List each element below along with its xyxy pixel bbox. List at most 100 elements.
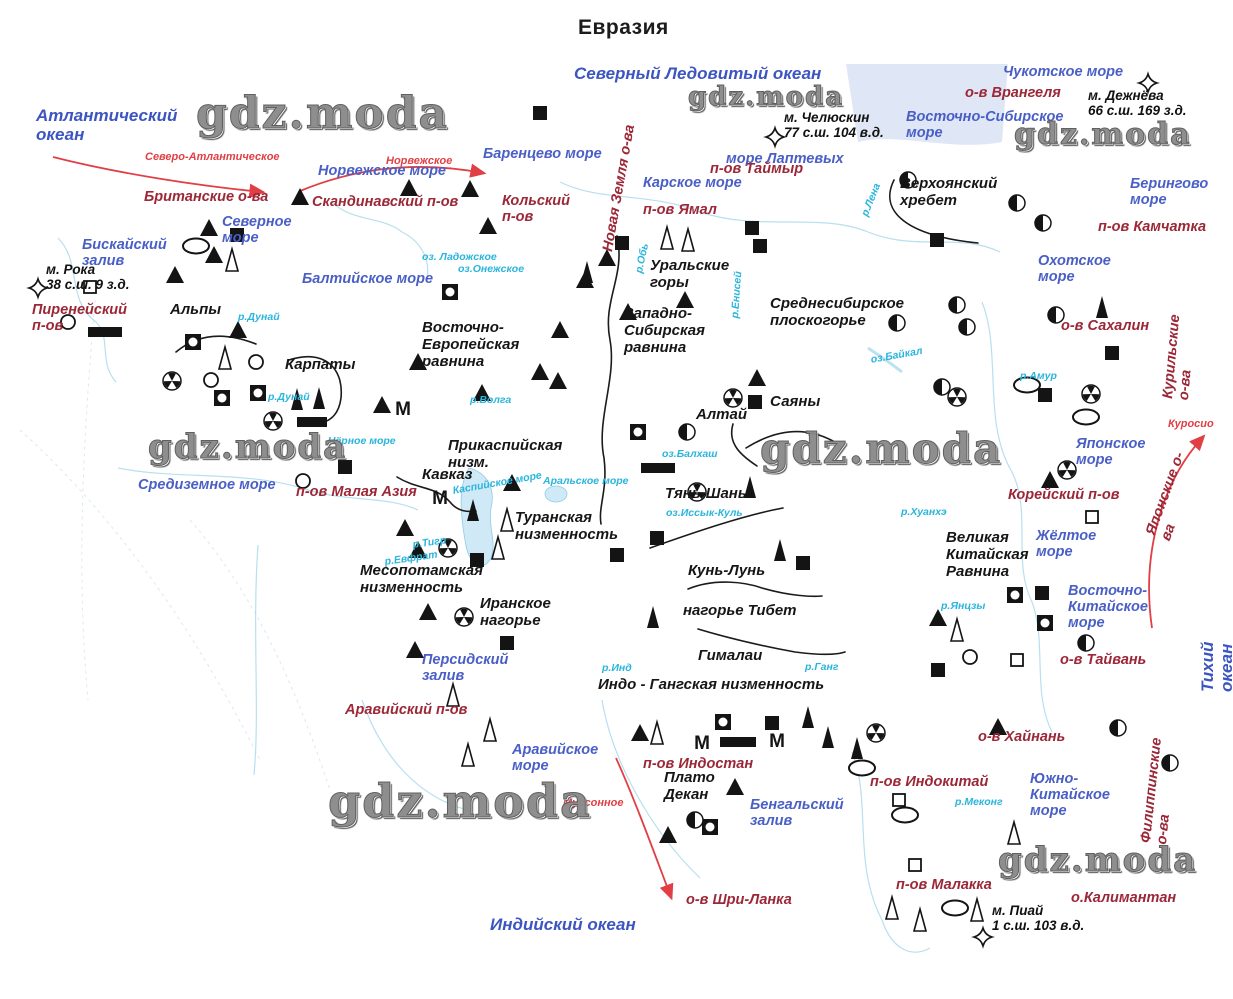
map-label-land: Туранская низменность — [515, 509, 618, 543]
bar-symbol — [641, 463, 675, 473]
map-label-sea: Аравийское море — [512, 742, 599, 775]
himalaya-ridge — [697, 628, 846, 656]
map-label-coast: п-ов Индокитай — [870, 774, 989, 790]
map-label-sea: Жёлтое море — [1036, 528, 1097, 561]
square-filled-symbol — [796, 556, 810, 570]
mountain-symbol — [166, 266, 184, 283]
map-label-ocean: Атлантический океан — [36, 106, 178, 145]
map-label-coast: Аравийский п-ов — [345, 702, 468, 718]
map-label-hydro: оз.Онежское — [458, 263, 525, 275]
map-label-sea: Восточно-Сибирское море — [906, 109, 1064, 142]
peak-open-symbol — [649, 718, 665, 745]
carpathians-ridge — [288, 355, 342, 424]
map-label-hydro: р.Амур — [1020, 370, 1057, 382]
map-label-cape: м. Дежнёва 66 с.ш. 169 з.д. — [1088, 88, 1187, 119]
square-filled-symbol — [470, 553, 484, 567]
mountain-symbol — [531, 363, 549, 380]
uranium-symbol — [1081, 384, 1101, 404]
square-filled-symbol — [533, 106, 547, 120]
square-open-symbol — [1085, 510, 1099, 524]
peak-open-symbol — [659, 223, 675, 250]
uranium-symbol — [947, 387, 967, 407]
mountain-symbol — [549, 372, 567, 389]
svg-text:М: М — [694, 733, 710, 754]
mountain-symbol — [726, 778, 744, 795]
map-label-sea: море Лаптевых — [726, 151, 844, 167]
watermark: gdz.moda — [195, 88, 450, 139]
peak-filled-symbol — [313, 387, 325, 409]
monsoon-current-arrow — [615, 757, 674, 901]
square-dot-symbol — [1007, 587, 1023, 603]
mountain-symbol — [1041, 471, 1059, 488]
half-circle-symbol — [1077, 634, 1095, 652]
mountain-symbol — [479, 217, 497, 234]
map-label-hydro: оз.Балхаш — [662, 448, 718, 460]
map-label-land: нагорье Тибет — [683, 602, 797, 619]
mountain-symbol — [473, 384, 491, 401]
map-label-coast: п-ов Индостан — [643, 756, 754, 772]
baikal-lake-line — [867, 346, 903, 374]
circle-symbol — [203, 372, 219, 388]
map-label-hydro: р.Дунай — [238, 311, 280, 323]
half-circle-symbol — [1109, 719, 1127, 737]
square-dot-symbol — [250, 385, 266, 401]
bar-symbol — [297, 417, 327, 427]
half-circle-symbol — [933, 378, 951, 396]
peak-open-symbol — [912, 905, 928, 932]
square-open-symbol — [892, 793, 906, 807]
peak-open-symbol — [460, 740, 476, 767]
map-label-land: Кавказ — [422, 466, 473, 483]
map-label-hydro: оз.Иссык-Куль — [666, 507, 743, 519]
mountain-symbol — [409, 541, 427, 558]
map-label-cape: м. Челюскин 77 с.ш. 104 в.д. — [784, 110, 884, 141]
mountain-symbol — [461, 180, 479, 197]
square-filled-symbol — [931, 663, 945, 677]
altai-ridge — [730, 423, 758, 467]
watermark: gdz.moda — [1014, 117, 1192, 152]
mountain-symbol — [631, 724, 649, 741]
page-title: Евразия — [578, 16, 669, 39]
square-open-symbol — [1010, 653, 1024, 667]
map-label-land: Уральские горы — [650, 257, 730, 291]
map-label-sea: Северное море — [222, 214, 292, 247]
half-circle-symbol — [899, 171, 917, 189]
map-label-coast: п-ов Ямал — [643, 202, 717, 218]
map-label-ocean: Тихий океан — [1198, 641, 1233, 692]
peak-open-symbol — [1006, 818, 1022, 845]
half-circle-symbol — [686, 811, 704, 829]
square-open-symbol — [908, 858, 922, 872]
map-label-coast: о-в Тайвань — [1060, 652, 1147, 668]
uranium-symbol — [866, 723, 886, 743]
map-label-sea: Балтийское море — [302, 271, 434, 287]
map-label-land: Индо - Гангская низменность — [598, 676, 825, 693]
square-filled-symbol — [230, 228, 244, 242]
uranium-symbol — [687, 482, 707, 502]
mountain-symbol — [551, 321, 569, 338]
map-label-coast: Корейский п-ов — [1008, 487, 1120, 503]
kuroshio-current-arrow — [1148, 434, 1206, 629]
square-filled-symbol — [338, 460, 352, 474]
half-circle-symbol — [1047, 306, 1065, 324]
mountain-symbol — [205, 246, 223, 263]
map-label-current: Куросио — [1168, 418, 1214, 430]
square-dot-symbol — [702, 819, 718, 835]
svg-text:М: М — [432, 488, 448, 509]
map-label-land: Среднесибирское плоскогорье — [770, 295, 904, 329]
oil-ellipse-symbol — [182, 237, 210, 255]
peak-open-symbol — [969, 895, 985, 922]
uranium-symbol — [162, 371, 182, 391]
mountain-symbol — [229, 321, 247, 338]
oil-ellipse-symbol — [1013, 376, 1041, 394]
half-circle-symbol — [888, 314, 906, 332]
map-label-cape: м. Рока 38 с.ш. 9 з.д. — [46, 262, 130, 293]
mountain-symbol — [929, 609, 947, 626]
peak-open-symbol — [490, 533, 506, 560]
peak-filled-symbol — [822, 726, 834, 748]
map-label-land: Восточно- Европейская равнина — [422, 319, 520, 370]
mountain-symbol — [419, 603, 437, 620]
square-dot-symbol — [1037, 615, 1053, 631]
mountain-symbol — [200, 219, 218, 236]
map-label-sea: Берингово море — [1130, 176, 1209, 209]
